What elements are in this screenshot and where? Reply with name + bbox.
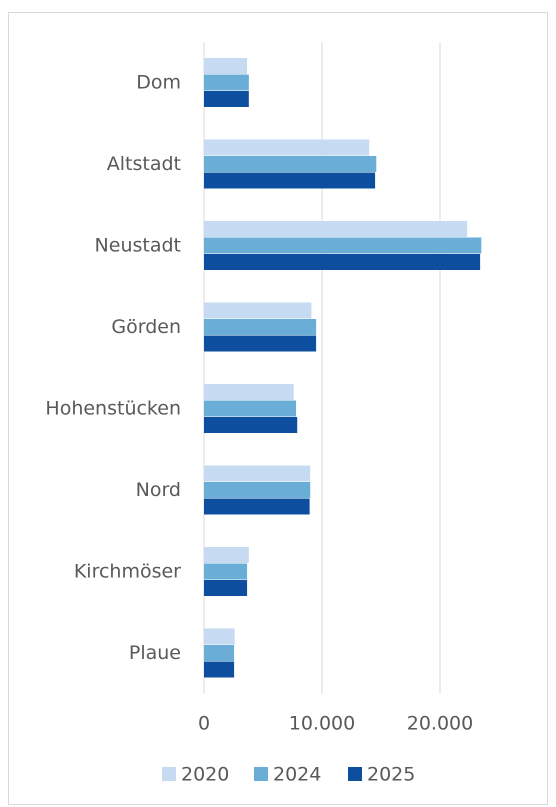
x-tick-label: 20.000	[407, 713, 473, 735]
bar	[204, 417, 298, 433]
bar	[204, 156, 377, 172]
y-tick-label: Plaue	[129, 642, 181, 664]
bar	[204, 335, 317, 352]
y-tick-label: Hohenstücken	[45, 397, 181, 419]
y-tick-label: Dom	[136, 71, 181, 93]
bar	[204, 645, 235, 661]
bar	[204, 74, 249, 91]
bar	[204, 221, 468, 237]
y-tick-label: Nord	[136, 479, 181, 501]
bar	[204, 254, 481, 270]
legend-swatch	[348, 767, 362, 781]
bar	[204, 302, 312, 319]
x-tick-label: 10.000	[289, 713, 355, 735]
bar	[204, 661, 235, 678]
y-tick-label: Neustadt	[95, 234, 181, 256]
bar	[204, 91, 249, 107]
bar	[204, 563, 248, 580]
y-tick-label: Kirchmöser	[74, 560, 181, 582]
x-tick-label: 0	[198, 713, 210, 735]
legend-swatch	[254, 767, 268, 781]
bar	[204, 139, 370, 156]
legend-label: 2020	[181, 764, 229, 786]
bar	[204, 58, 248, 74]
bar	[204, 580, 248, 596]
bar	[204, 628, 235, 645]
y-tick-label: Altstadt	[107, 153, 181, 175]
bar	[204, 237, 482, 254]
bar	[204, 400, 297, 417]
bar	[204, 172, 376, 189]
y-tick-label: Görden	[111, 316, 181, 338]
legend-swatch	[162, 767, 176, 781]
legend-label: 2025	[367, 764, 415, 786]
bar	[204, 465, 311, 482]
bar	[204, 547, 249, 563]
legend-label: 2024	[273, 764, 321, 786]
bar	[204, 498, 310, 515]
bar	[204, 384, 294, 400]
bar	[204, 482, 311, 498]
bar	[204, 319, 317, 335]
